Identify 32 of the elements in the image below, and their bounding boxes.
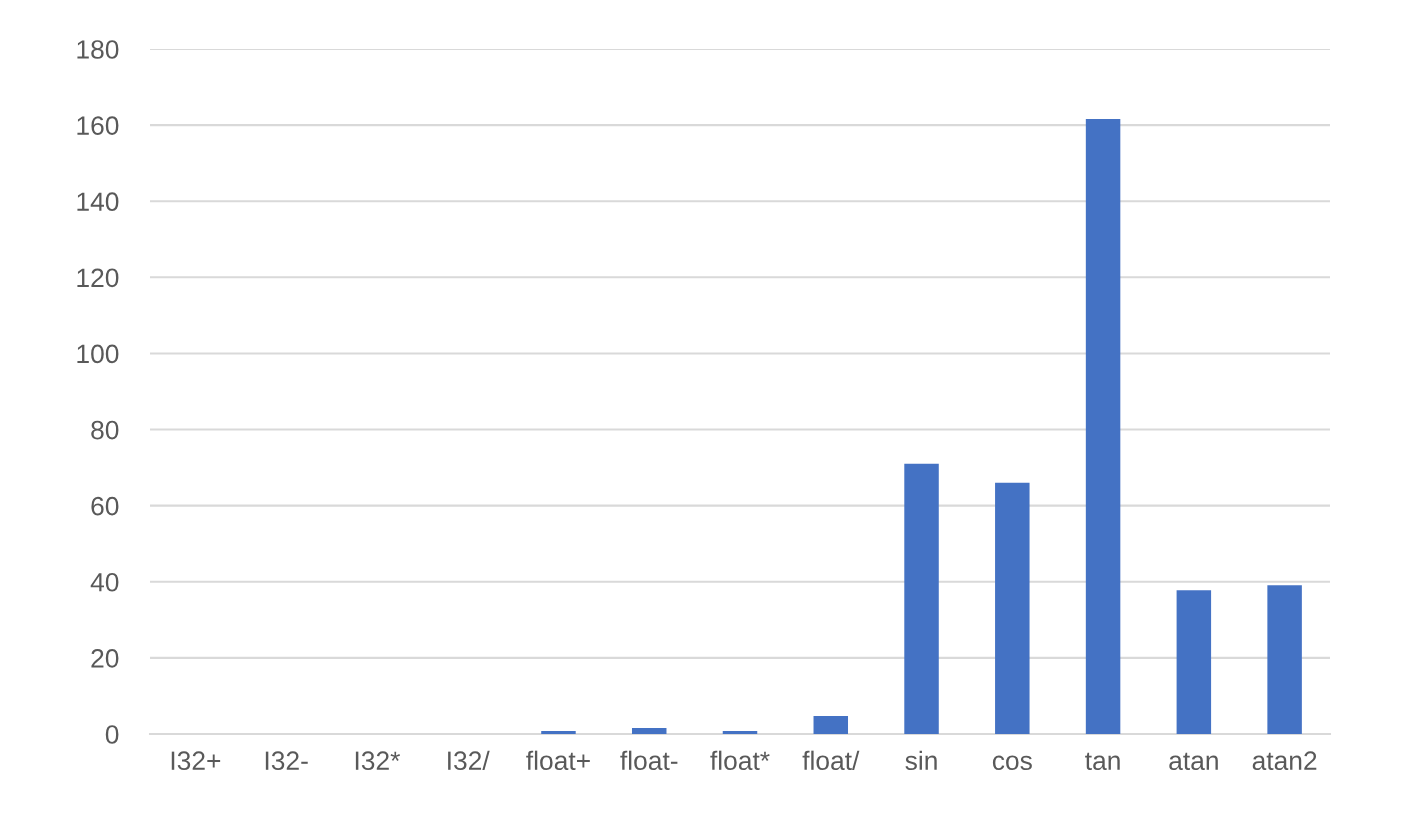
y-tick-label: 140: [77, 192, 119, 212]
x-tick-label: tan: [1085, 752, 1120, 771]
x-tick-label: cos: [992, 755, 1032, 771]
y-tick-label: 20: [91, 649, 119, 668]
x-tick-label: float/: [802, 750, 860, 771]
x-tick-label: float-: [620, 750, 678, 771]
x-tick-label: float*: [710, 750, 770, 771]
x-tick-label: atan: [1169, 752, 1218, 771]
bar: [995, 482, 1030, 734]
y-tick-label: 60: [91, 496, 119, 516]
bar: [1085, 119, 1121, 734]
x-tick-label: I32/: [448, 750, 490, 771]
bar: [813, 716, 849, 734]
bar: [1176, 590, 1212, 734]
y-tick-label: 100: [77, 344, 119, 364]
y-tick-label: 40: [90, 572, 119, 592]
y-tick-label: 120: [77, 268, 119, 288]
x-tick-label: I32+: [171, 751, 221, 771]
bar: [1267, 585, 1302, 734]
y-tick-label: 160: [77, 116, 119, 135]
bar: [541, 730, 576, 734]
x-tick-label: atan2: [1252, 751, 1317, 771]
bar: [904, 463, 939, 734]
bar: [722, 730, 758, 734]
bar: [631, 727, 667, 734]
x-tick-label: float+: [526, 750, 590, 771]
y-tick-label: 180: [77, 40, 119, 59]
x-tick-label: sin: [905, 750, 937, 771]
y-tick-label: 80: [91, 420, 119, 440]
x-tick-label: I32-: [265, 751, 308, 771]
y-tick-label: 0: [105, 725, 119, 744]
x-tick-label: I32*: [355, 751, 400, 771]
